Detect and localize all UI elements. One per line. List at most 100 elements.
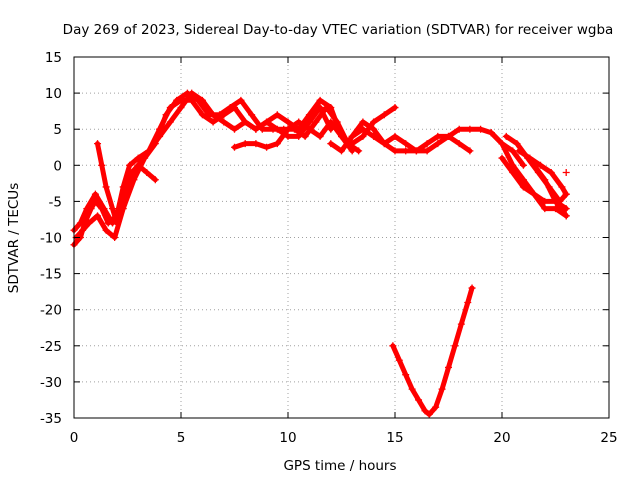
data-point bbox=[541, 205, 549, 213]
data-point bbox=[241, 140, 249, 148]
data-point bbox=[395, 356, 403, 364]
data-point bbox=[509, 169, 517, 177]
data-point bbox=[502, 132, 510, 140]
data-point bbox=[445, 363, 452, 371]
data-point bbox=[455, 140, 463, 148]
data-point bbox=[295, 118, 303, 126]
data-point bbox=[198, 111, 206, 119]
data-point bbox=[91, 190, 99, 198]
y-tick-label: -20 bbox=[40, 303, 62, 319]
data-point bbox=[111, 234, 119, 241]
y-tick-label: -10 bbox=[40, 231, 62, 247]
data-point bbox=[389, 342, 397, 350]
data-point bbox=[432, 403, 440, 411]
data-point bbox=[226, 104, 234, 112]
data-point bbox=[526, 154, 534, 162]
data-point bbox=[323, 104, 331, 112]
data-point bbox=[94, 212, 102, 220]
x-tick-label: 15 bbox=[386, 430, 403, 446]
series-trace bbox=[516, 148, 569, 197]
data-point bbox=[151, 176, 159, 184]
data-point bbox=[316, 96, 324, 104]
data-point bbox=[177, 104, 185, 112]
data-point bbox=[541, 176, 549, 184]
data-point bbox=[466, 147, 474, 155]
data-point bbox=[258, 125, 266, 133]
data-point bbox=[220, 118, 228, 126]
data-point bbox=[402, 371, 410, 379]
x-tick-label: 20 bbox=[493, 430, 510, 446]
data-point bbox=[263, 143, 271, 151]
y-tick-label: -5 bbox=[49, 194, 62, 210]
data-point bbox=[415, 396, 423, 404]
data-point bbox=[421, 407, 429, 415]
data-point bbox=[562, 190, 570, 198]
data-point bbox=[466, 125, 474, 133]
data-point bbox=[519, 161, 527, 169]
data-point bbox=[269, 125, 277, 133]
data-point bbox=[380, 140, 388, 148]
data-point bbox=[434, 140, 442, 148]
data-point bbox=[509, 147, 517, 155]
data-point bbox=[143, 169, 151, 177]
series-track-e bbox=[231, 104, 399, 151]
data-point bbox=[248, 111, 256, 119]
data-point bbox=[391, 147, 399, 155]
data-point bbox=[284, 125, 292, 133]
data-point bbox=[468, 284, 476, 292]
x-tick-label: 5 bbox=[177, 430, 186, 446]
series-trace bbox=[349, 126, 473, 154]
data-point bbox=[119, 197, 127, 205]
x-tick-label: 10 bbox=[279, 430, 296, 446]
data-point bbox=[333, 118, 341, 126]
series-track-a bbox=[70, 96, 335, 249]
y-tick-label: 15 bbox=[45, 50, 62, 66]
data-point bbox=[98, 161, 106, 169]
data-point bbox=[402, 140, 410, 148]
data-point bbox=[76, 219, 84, 227]
data-point bbox=[380, 111, 388, 119]
data-point bbox=[128, 169, 136, 177]
data-point bbox=[359, 125, 367, 133]
data-point bbox=[252, 140, 260, 148]
data-point bbox=[113, 219, 121, 227]
data-point bbox=[370, 118, 378, 126]
data-point bbox=[552, 197, 559, 205]
data-point bbox=[83, 205, 91, 213]
y-tick-label: -15 bbox=[40, 267, 62, 283]
data-point bbox=[425, 410, 433, 418]
data-point bbox=[100, 205, 108, 213]
y-tick-label: 5 bbox=[53, 122, 62, 138]
data-point bbox=[498, 154, 506, 162]
data-point bbox=[79, 226, 87, 234]
data-point bbox=[423, 140, 431, 148]
data-point bbox=[94, 140, 102, 148]
data-point bbox=[423, 147, 431, 155]
data-point bbox=[498, 140, 506, 148]
data-point bbox=[237, 96, 245, 104]
series-trace bbox=[390, 285, 475, 417]
data-point bbox=[126, 161, 134, 169]
data-point bbox=[451, 342, 459, 350]
series-track-d bbox=[94, 140, 159, 227]
data-point bbox=[359, 118, 367, 126]
data-point bbox=[455, 125, 463, 133]
series-track-l bbox=[530, 161, 570, 220]
data-point bbox=[558, 183, 566, 191]
data-point bbox=[263, 118, 271, 126]
data-point bbox=[370, 125, 378, 133]
data-point bbox=[241, 118, 249, 126]
y-tick-label: -25 bbox=[40, 339, 62, 355]
data-point bbox=[109, 205, 117, 213]
data-point bbox=[305, 111, 313, 119]
data-point bbox=[402, 147, 410, 155]
data-point bbox=[519, 183, 527, 191]
series-track-k bbox=[515, 147, 570, 198]
x-tick-label: 25 bbox=[600, 430, 617, 446]
data-point bbox=[562, 212, 570, 220]
grid-layer bbox=[74, 57, 609, 418]
series-trace bbox=[95, 141, 158, 226]
data-point bbox=[477, 125, 485, 133]
series-layer bbox=[70, 89, 570, 418]
y-tick-label: 0 bbox=[53, 158, 62, 174]
